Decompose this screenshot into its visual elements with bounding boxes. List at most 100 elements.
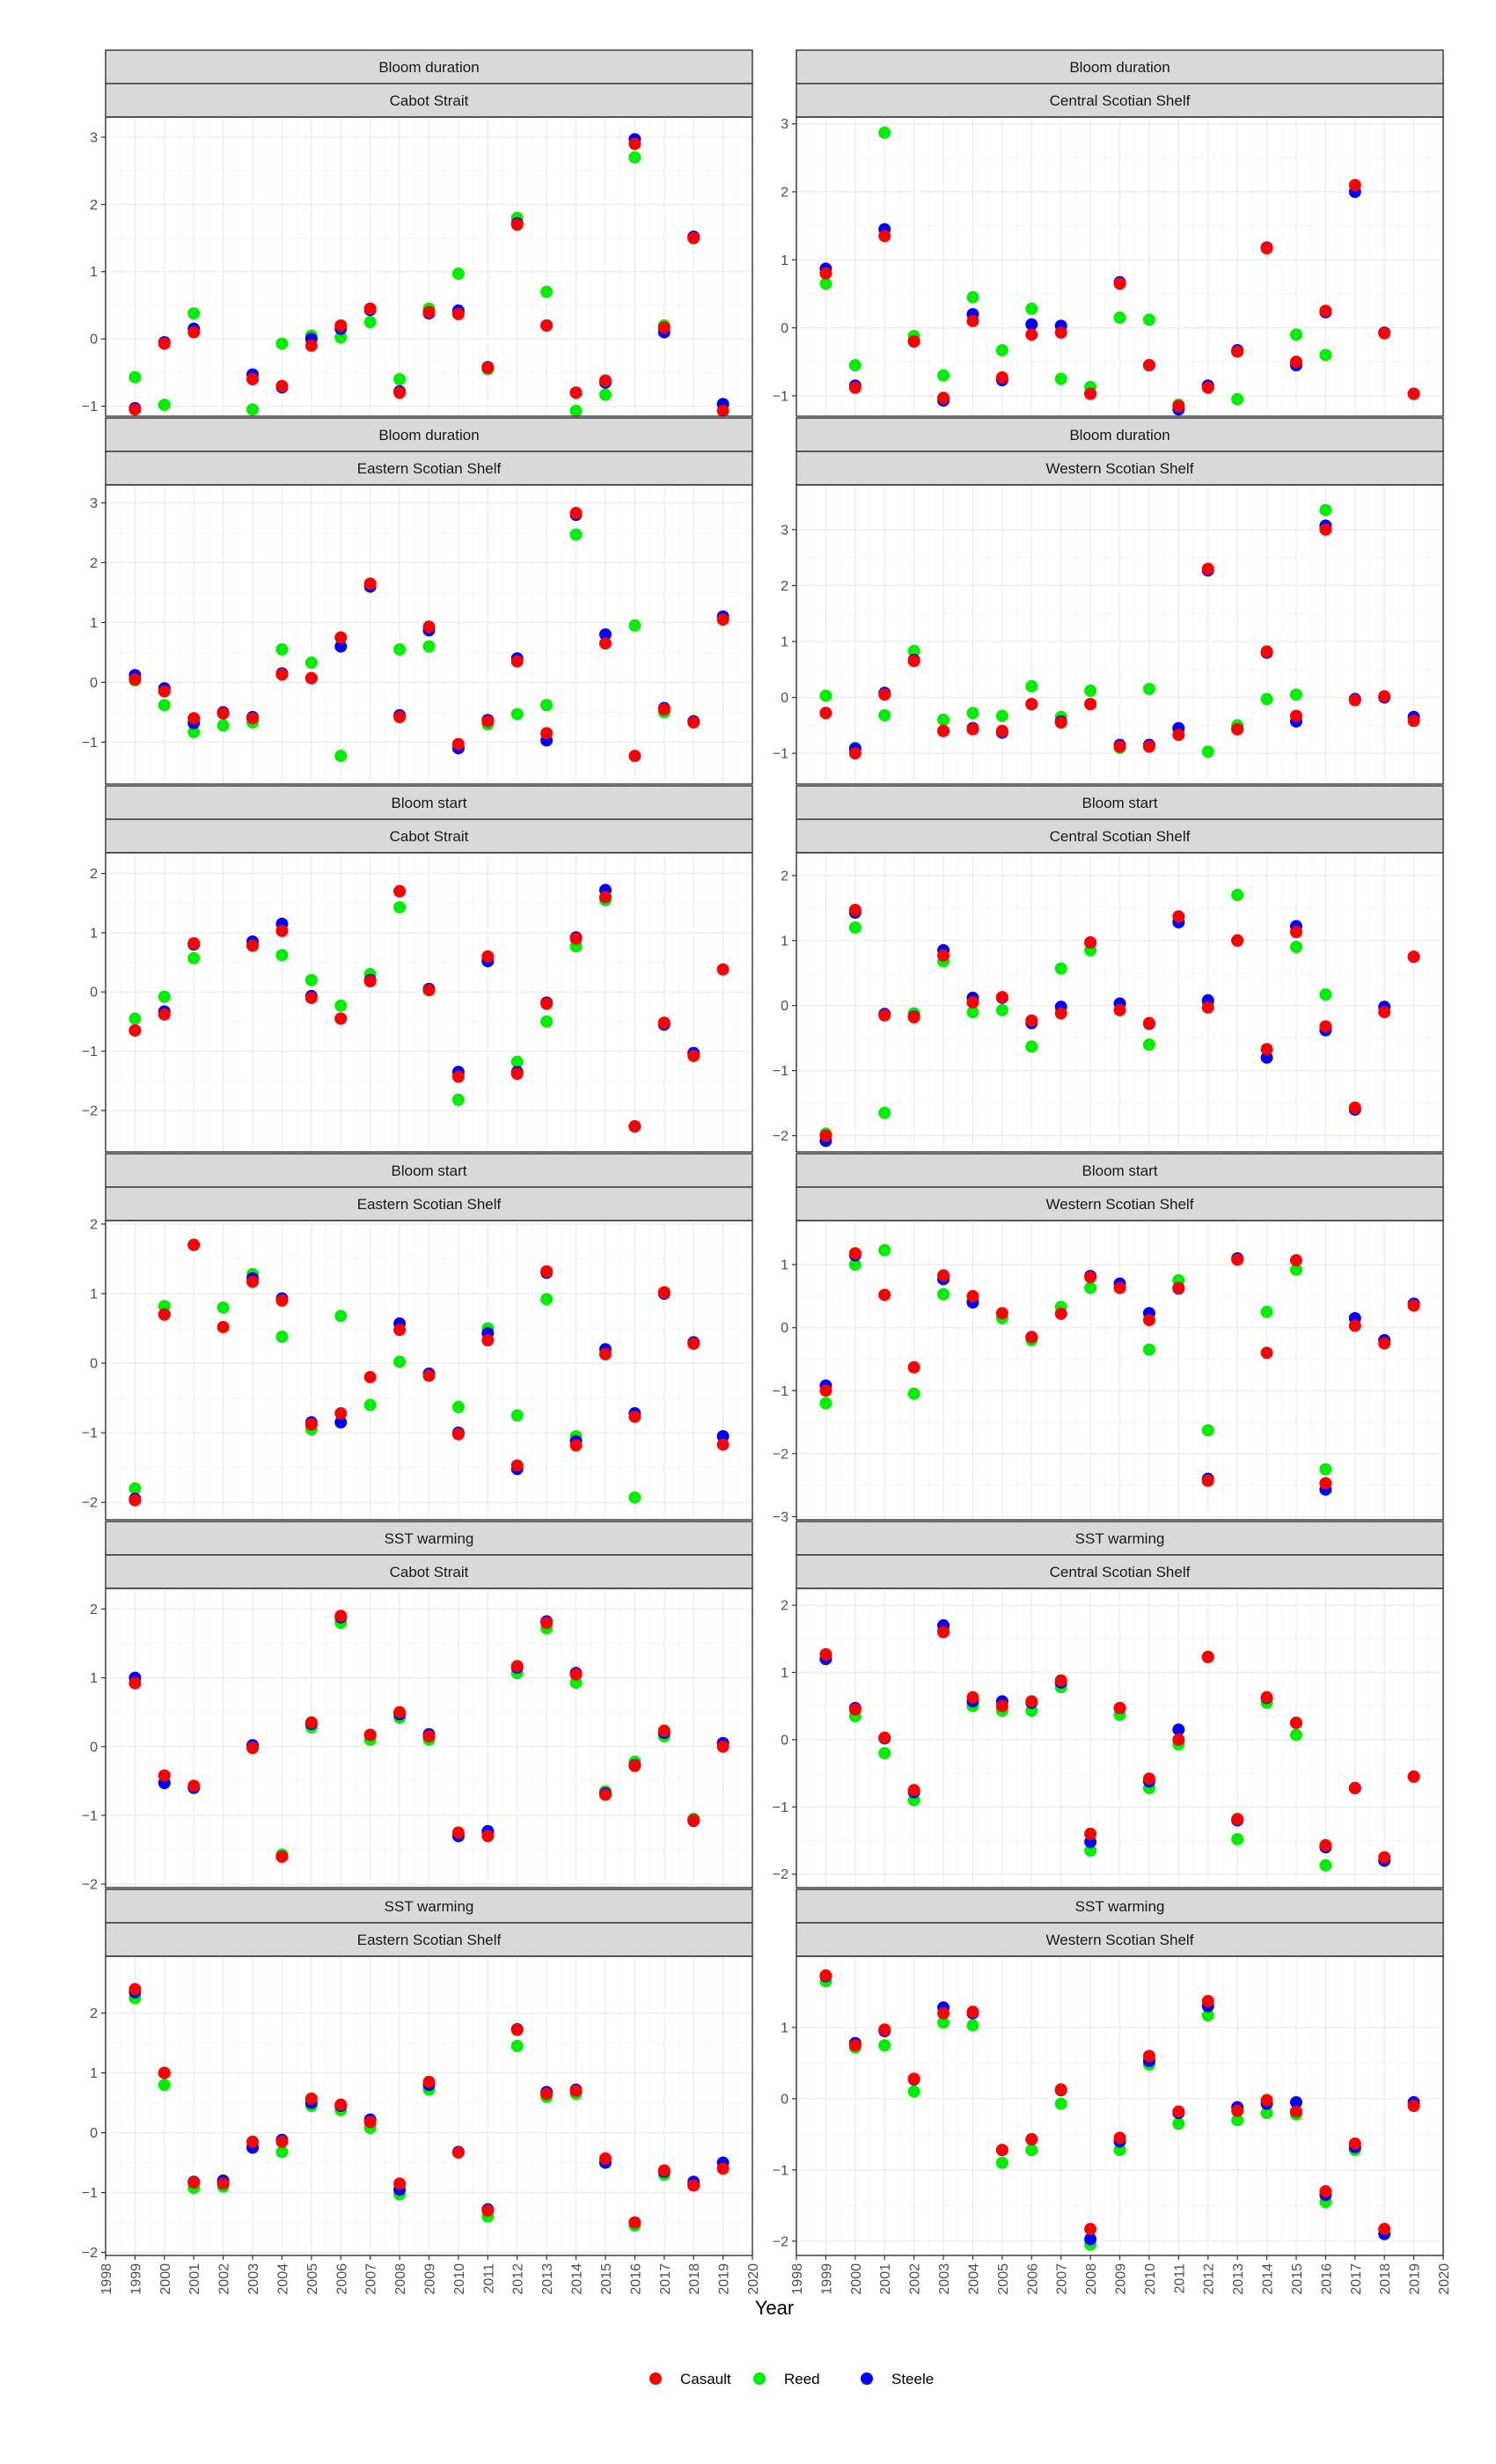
data-point-casault (569, 1668, 583, 1681)
data-point-casault (158, 685, 171, 698)
data-point-casault (1407, 1299, 1420, 1312)
data-point-casault (481, 950, 495, 963)
strip-region (105, 1186, 753, 1221)
y-tick-label: 3 (781, 117, 788, 132)
y-tick-label: 0 (90, 676, 98, 691)
data-point-casault (848, 1703, 862, 1716)
data-point-casault (1289, 356, 1302, 369)
data-point-casault (334, 1407, 348, 1420)
data-point-casault (128, 1023, 142, 1037)
data-point-reed (393, 900, 407, 913)
panel-border (796, 852, 1444, 1153)
y-tick-label: 2 (781, 1599, 788, 1614)
data-point-reed (937, 713, 950, 726)
data-point-casault (422, 620, 436, 634)
data-point-casault (1407, 715, 1420, 728)
strip-region-label: Cabot Strait (390, 1564, 469, 1580)
data-point-casault (1142, 359, 1155, 372)
data-point-steele (1084, 2233, 1097, 2246)
y-tick-label: 2 (90, 556, 98, 571)
data-point-reed (995, 1003, 1008, 1016)
data-point-reed (628, 1491, 642, 1504)
data-point-reed (819, 689, 832, 702)
data-point-reed (540, 1293, 554, 1306)
data-point-casault (937, 1625, 950, 1639)
x-tick-label: 2014 (1261, 2263, 1276, 2295)
strip-region-label: Western Scotian Shelf (1046, 1196, 1194, 1213)
panel: Bloom duration Central Scotian Shelf −1 0 1 2… (773, 49, 1444, 417)
data-point-casault (1113, 2131, 1126, 2145)
strip-region-label: Eastern Scotian Shelf (357, 460, 502, 477)
data-point-reed (158, 699, 171, 712)
y-tick-label: −1 (82, 2186, 98, 2201)
data-point-reed (937, 1287, 950, 1301)
data-point-reed (966, 290, 979, 304)
x-tick-label: 2011 (1172, 2263, 1187, 2294)
data-point-reed (275, 337, 289, 350)
data-point-casault (598, 2152, 612, 2165)
data-point-casault (598, 374, 612, 387)
y-tick-label: 0 (781, 999, 788, 1014)
x-tick-label: 2017 (658, 2263, 673, 2295)
data-point-casault (481, 361, 495, 374)
strip-variable-label: Bloom start (1082, 1162, 1158, 1179)
data-point-casault (657, 703, 671, 715)
y-tick-label: 2 (781, 579, 788, 594)
data-point-casault (363, 2116, 377, 2129)
x-tick-label: 2010 (1143, 2263, 1158, 2295)
x-tick-label: 2008 (393, 2263, 408, 2295)
data-point-casault (451, 1826, 465, 1839)
data-point-casault (995, 370, 1008, 384)
strip-variable (796, 1521, 1444, 1556)
strip-region (796, 818, 1444, 854)
data-point-casault (937, 949, 950, 962)
data-point-reed (966, 707, 979, 720)
data-point-reed (1025, 302, 1038, 315)
strip-variable-label: Bloom start (392, 1162, 467, 1179)
y-tick-label: −1 (773, 1064, 788, 1079)
data-point-reed (334, 999, 348, 1012)
data-point-casault (1084, 1827, 1097, 1840)
data-point-reed (878, 1747, 891, 1760)
y-tick-label: −2 (773, 2234, 788, 2249)
data-point-reed (907, 644, 920, 657)
x-tick-label: 2006 (1025, 2263, 1040, 2295)
data-point-casault (819, 1647, 832, 1661)
data-point-casault (393, 386, 407, 400)
data-point-casault (1084, 1271, 1097, 1284)
data-point-casault (334, 1012, 348, 1025)
data-point-casault (687, 1337, 700, 1350)
data-point-reed (510, 1409, 524, 1422)
data-point-casault (1348, 1319, 1361, 1332)
data-point-casault (657, 1724, 671, 1737)
data-point-casault (1172, 910, 1185, 923)
y-tick-label: −2 (82, 1878, 98, 1893)
data-point-casault (481, 1830, 495, 1843)
data-point-casault (1289, 709, 1302, 722)
data-point-casault (1025, 1695, 1038, 1708)
data-point-casault (1231, 1253, 1244, 1266)
data-point-casault (1025, 1014, 1038, 1027)
panel: Bloom start Cabot Strait −2 −1 0 1 2 (82, 785, 753, 1153)
data-point-casault (569, 2085, 583, 2097)
x-tick-label: 2020 (746, 2263, 761, 2295)
data-point-casault (907, 655, 920, 668)
strip-region (105, 451, 753, 486)
data-point-reed (878, 126, 891, 139)
legend-key-steele (861, 2372, 873, 2385)
data-point-casault (1172, 400, 1185, 413)
x-tick-label: 2002 (908, 2263, 923, 2295)
data-point-casault (848, 1247, 862, 1260)
x-tick-label: 2000 (849, 2263, 864, 2295)
data-point-casault (1054, 1674, 1067, 1687)
data-point-reed (1201, 2009, 1214, 2022)
data-point-reed (216, 719, 230, 732)
data-point-casault (995, 1307, 1008, 1320)
data-point-reed (1319, 348, 1332, 362)
data-point-casault (966, 996, 979, 1008)
data-point-casault (481, 715, 495, 728)
x-tick-label: 2016 (1319, 2263, 1334, 2295)
panel: Bloom duration Cabot Strait −1 0 1 2 3 (82, 49, 753, 417)
data-point-casault (1407, 1770, 1420, 1783)
x-tick-label: 2015 (1290, 2263, 1305, 2295)
